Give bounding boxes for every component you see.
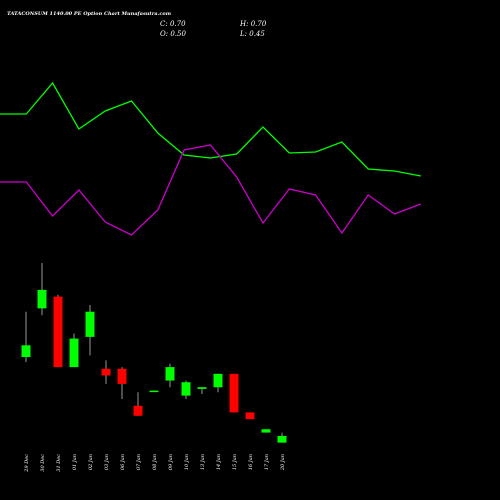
x-tick-label-8: 07 Jan xyxy=(136,454,142,470)
x-tick-label-13: 14 Jan xyxy=(216,454,222,470)
x-tick-label-2: 30 Dec xyxy=(40,454,46,472)
high-value: 0.70 xyxy=(250,20,267,28)
x-tick-label-11: 10 Jan xyxy=(184,454,190,470)
candle-body-6 xyxy=(101,368,111,376)
open-readout: O: 0.50 xyxy=(160,30,186,38)
x-tick-label-9: 08 Jan xyxy=(152,454,158,470)
candle-body-15 xyxy=(245,412,255,420)
candle-body-17 xyxy=(277,435,287,443)
x-tick-label-7: 06 Jan xyxy=(120,454,126,470)
close-value: 0.70 xyxy=(169,20,186,28)
x-tick-label-3: 31 Dec xyxy=(56,454,62,472)
high-readout: H: 0.70 xyxy=(240,20,266,28)
candle-body-1 xyxy=(21,345,31,358)
candle-body-12 xyxy=(197,387,207,389)
x-tick-label-5: 02 Jan xyxy=(88,454,94,470)
candle-body-4 xyxy=(69,338,79,368)
x-tick-label-10: 09 Jan xyxy=(168,454,174,470)
close-readout: C: 0.70 xyxy=(160,20,186,28)
low-readout: L: 0.45 xyxy=(240,30,265,38)
x-tick-label-12: 13 Jan xyxy=(200,454,206,470)
open-value: 0.50 xyxy=(170,30,186,38)
open-label: O: xyxy=(160,30,169,38)
high-label: H: xyxy=(240,20,249,28)
candle-body-7 xyxy=(117,368,127,384)
x-tick-label-15: 16 Jan xyxy=(248,454,254,470)
candle-body-9 xyxy=(149,390,159,393)
x-tick-label-16: 17 Jan xyxy=(264,454,270,470)
candle-body-8 xyxy=(133,405,143,416)
candle-body-11 xyxy=(181,382,191,396)
candle-body-5 xyxy=(85,311,95,337)
line-series-1 xyxy=(0,81,421,177)
x-tick-label-17: 20 Jan xyxy=(280,454,286,471)
candle-body-2 xyxy=(37,289,47,309)
candle-body-16 xyxy=(261,429,271,433)
close-label: C: xyxy=(160,20,168,28)
low-value: 0.45 xyxy=(249,30,265,38)
x-tick-label-4: 01 Jan xyxy=(72,454,78,470)
line-series-2 xyxy=(0,144,422,236)
chart-title: TATACONSUM 1140.00 PE Option Chart Munaf… xyxy=(7,11,171,17)
candle-body-14 xyxy=(229,373,239,413)
low-label: L: xyxy=(240,30,248,38)
candle-body-13 xyxy=(213,373,223,388)
candle-body-3 xyxy=(53,296,63,368)
candle-body-10 xyxy=(165,367,175,381)
x-tick-label-1: 29 Dec xyxy=(24,454,30,473)
x-tick-label-14: 15 Jan xyxy=(232,454,238,470)
x-tick-label-6: 03 Jan xyxy=(104,454,110,470)
